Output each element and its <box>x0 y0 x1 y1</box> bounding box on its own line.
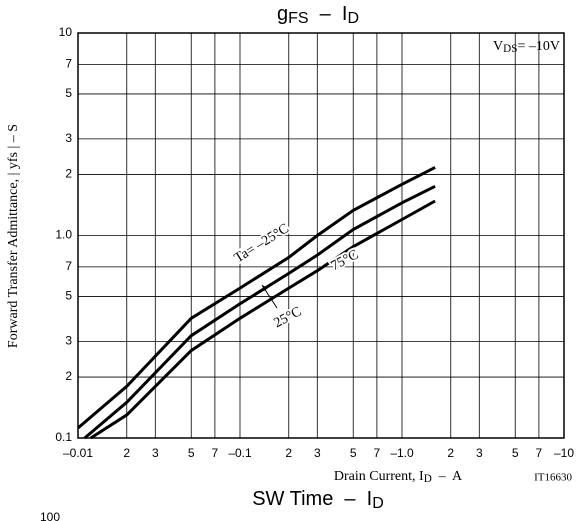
curve <box>89 199 436 440</box>
x-tick-label: 2 <box>123 446 130 460</box>
text-part: SW Time – I <box>252 488 372 510</box>
text-part: DS <box>503 43 517 55</box>
text-part: – A <box>432 469 463 484</box>
x-tick-label: –0.01 <box>63 446 93 460</box>
y-tick-label: 5 <box>65 86 72 100</box>
y-tick-label: 7 <box>65 259 72 273</box>
x-tick-label: 5 <box>188 446 195 460</box>
y-tick-label: 10 <box>59 25 73 39</box>
y-tick-label: 2 <box>65 369 72 383</box>
x-tick-label: 2 <box>285 446 292 460</box>
text-part: D <box>347 10 359 27</box>
condition: VDS= –10V <box>493 39 560 55</box>
curve-label: 75°C <box>329 247 362 274</box>
next-tick: 100 <box>40 510 60 521</box>
x-tick-label: 7 <box>212 446 219 460</box>
pointer-head <box>262 285 268 291</box>
curve <box>77 166 436 430</box>
x-tick-label: 2 <box>447 446 454 460</box>
x-tick-label: 3 <box>314 446 321 460</box>
y-tick-label: 1.0 <box>55 228 72 242</box>
x-axis-label: Drain Current, ID – A <box>334 469 463 485</box>
x-tick-label: –1.0 <box>390 446 414 460</box>
text-part: D <box>372 495 384 512</box>
curve-label: 25°C <box>272 304 305 331</box>
text-part: Drain Current, I <box>334 469 424 484</box>
text-part: g <box>277 3 288 25</box>
text-part: FS <box>288 10 308 27</box>
y-tick-label: 3 <box>65 334 72 348</box>
y-tick-label: 3 <box>65 131 72 145</box>
x-tick-label: 5 <box>350 446 357 460</box>
curve <box>83 184 436 440</box>
x-tick-label: 7 <box>374 446 381 460</box>
text-part: V <box>493 39 503 54</box>
y-axis-label: Forward Transfer Admittance, | yfs | – S <box>6 124 21 348</box>
figure-code: IT16630 <box>534 472 572 484</box>
x-tick-label: 5 <box>512 446 519 460</box>
text-part: D <box>424 473 432 485</box>
y-tick-label: 2 <box>65 167 72 181</box>
x-tick-label: 3 <box>152 446 159 460</box>
y-tick-label: 7 <box>65 57 72 71</box>
chart-title: gFS – ID <box>277 3 359 27</box>
x-tick-label: –0.1 <box>228 446 252 460</box>
x-tick-label: –10 <box>554 446 574 460</box>
plot-frame <box>77 32 565 439</box>
y-tick-label: 5 <box>65 289 72 303</box>
text-part: – I <box>309 3 348 25</box>
y-tick-label: 0.1 <box>55 430 72 444</box>
x-tick-label: 7 <box>536 446 543 460</box>
x-tick-label: 3 <box>476 446 483 460</box>
next-title: SW Time – ID <box>252 488 384 512</box>
